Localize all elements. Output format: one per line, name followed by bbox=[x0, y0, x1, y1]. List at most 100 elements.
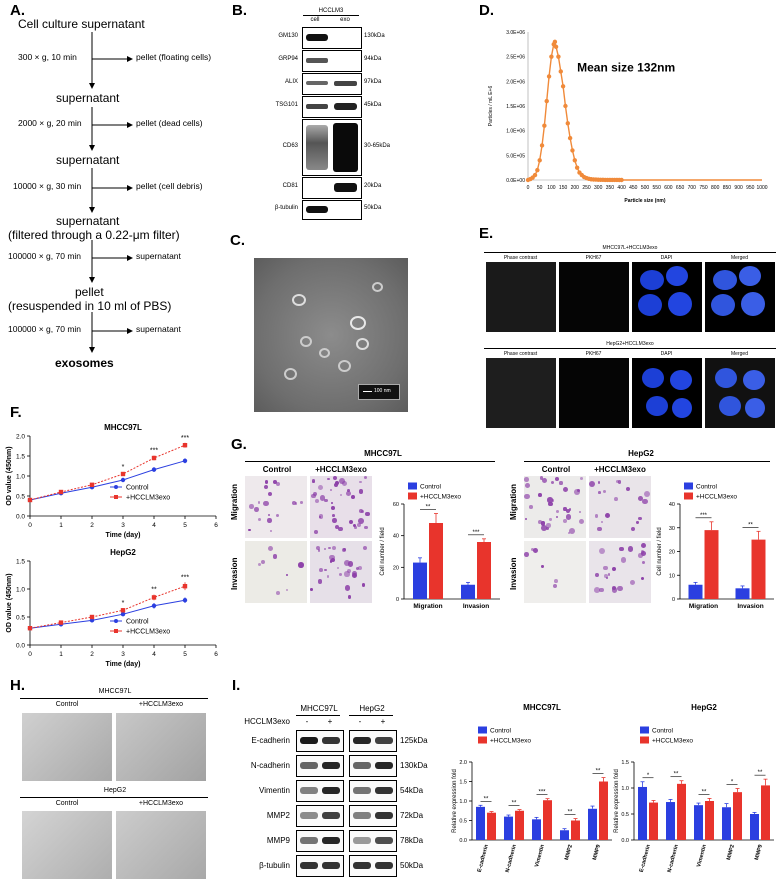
stained-cell bbox=[260, 560, 265, 565]
stained-cell bbox=[267, 518, 272, 523]
blot-size: 130kDa bbox=[400, 761, 428, 770]
significance: * bbox=[731, 780, 734, 786]
treatment-sign: + bbox=[380, 717, 386, 726]
blot-protein: TSG101 bbox=[275, 102, 298, 108]
flow-step: supernatant bbox=[56, 153, 120, 167]
panel-label-h: H. bbox=[10, 677, 25, 694]
stained-cell bbox=[311, 494, 316, 499]
stained-cell bbox=[354, 526, 357, 529]
stained-cell bbox=[642, 498, 648, 504]
stained-cell bbox=[337, 566, 340, 569]
y-tick-label: 0 bbox=[396, 597, 399, 603]
stained-cell bbox=[540, 521, 545, 526]
blot-band bbox=[353, 812, 371, 819]
y-axis-label: Cell number / field bbox=[380, 527, 386, 575]
data-point bbox=[535, 167, 540, 173]
stained-cell bbox=[352, 524, 356, 528]
stained-cell bbox=[345, 491, 351, 496]
group-line bbox=[524, 461, 770, 462]
stained-cell bbox=[566, 508, 571, 513]
data-point bbox=[58, 489, 64, 495]
blot-protein: MMP2 bbox=[266, 811, 290, 820]
legend-swatch bbox=[640, 736, 649, 744]
data-point bbox=[27, 626, 33, 631]
y-tick-label: 1.5E+06 bbox=[506, 104, 525, 110]
stained-cell bbox=[594, 514, 599, 518]
significance: * bbox=[122, 600, 125, 607]
x-tick-label: 150 bbox=[559, 185, 568, 191]
flow-condition: 100000 × g, 70 min bbox=[8, 324, 82, 334]
stained-cell bbox=[331, 506, 335, 510]
data-point bbox=[89, 482, 95, 487]
bar bbox=[560, 830, 569, 840]
stained-cell bbox=[264, 480, 268, 484]
stained-cell bbox=[338, 477, 345, 484]
blot-row-alix bbox=[302, 73, 362, 95]
stained-cell bbox=[605, 576, 609, 580]
annotation: Mean size 132nm bbox=[577, 60, 675, 74]
bar bbox=[751, 539, 766, 599]
stained-cell bbox=[538, 519, 542, 524]
legend-swatch bbox=[478, 726, 487, 734]
blot-protein: ALIX bbox=[284, 79, 298, 85]
stained-cell bbox=[552, 583, 558, 588]
stained-cell bbox=[276, 482, 281, 487]
group-line bbox=[245, 461, 495, 462]
legend-label: +HCCLM3exo bbox=[696, 494, 737, 501]
blot-group-label: MHCC97L bbox=[300, 704, 338, 713]
x-tick-label: Migration bbox=[689, 603, 718, 610]
x-tick-label: 650 bbox=[676, 185, 685, 191]
panel-label-f: F. bbox=[10, 404, 22, 421]
bar bbox=[429, 523, 443, 599]
panel-label-d: D. bbox=[479, 2, 494, 19]
blot-protein: N-cadherin bbox=[250, 761, 290, 770]
stained-cell bbox=[600, 520, 604, 524]
blot-protein: CD81 bbox=[282, 183, 298, 189]
flow-condition: 300 × g, 10 min bbox=[18, 52, 77, 62]
legend-label: Control bbox=[420, 484, 442, 491]
flowchart-arrows bbox=[89, 32, 133, 353]
x-tick-label: 6 bbox=[214, 651, 218, 658]
stained-cell bbox=[631, 526, 636, 532]
blot-size: 30-65kDa bbox=[364, 143, 391, 149]
x-tick-label: MMP9 bbox=[592, 844, 602, 861]
stained-cell bbox=[598, 481, 601, 484]
morph-group-title: HepG2 bbox=[103, 787, 127, 794]
stained-cell bbox=[352, 572, 358, 579]
morph-col-label: +HCCLM3exo bbox=[138, 800, 184, 807]
legend-swatch bbox=[408, 492, 417, 500]
x-axis-label: Time (day) bbox=[106, 661, 141, 668]
stained-cell bbox=[332, 514, 335, 518]
data-point bbox=[556, 54, 561, 59]
stained-cell bbox=[275, 513, 280, 518]
stained-cell bbox=[327, 477, 330, 481]
stained-cell bbox=[249, 503, 254, 509]
bar bbox=[705, 801, 714, 840]
stained-cell bbox=[314, 498, 320, 504]
x-tick-label: MMP2 bbox=[726, 844, 736, 861]
x-tick-label: Invasion bbox=[463, 603, 489, 610]
stained-cell bbox=[351, 494, 356, 499]
stained-cell bbox=[315, 545, 321, 551]
morph-group-title: MHCC97L bbox=[98, 688, 132, 695]
panel-label-c: C. bbox=[230, 232, 245, 249]
stained-cell bbox=[539, 476, 544, 480]
micrograph-phase bbox=[486, 262, 556, 332]
blot-row-btubulin bbox=[302, 200, 362, 220]
x-tick-label: N-cadherin bbox=[505, 843, 518, 873]
blot-col-exo: exo bbox=[340, 17, 350, 23]
stained-cell bbox=[331, 518, 337, 523]
significance: *** bbox=[181, 574, 189, 581]
stained-cell bbox=[330, 557, 336, 563]
group-line bbox=[20, 797, 208, 798]
stained-cell bbox=[641, 576, 645, 580]
y-tick-label: 1.5 bbox=[16, 559, 25, 566]
stained-cell bbox=[337, 526, 343, 532]
stained-cell bbox=[593, 587, 600, 594]
y-tick-label: 20 bbox=[669, 550, 675, 556]
stained-cell bbox=[641, 551, 646, 557]
bar bbox=[638, 786, 647, 840]
stained-cell bbox=[327, 575, 330, 578]
stained-cell bbox=[344, 585, 351, 591]
